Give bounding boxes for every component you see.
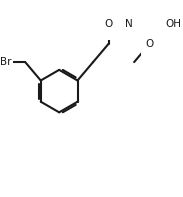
Text: OH: OH: [165, 19, 181, 29]
Text: N: N: [125, 19, 132, 29]
Text: O: O: [146, 39, 154, 49]
Text: O: O: [104, 19, 113, 29]
Text: Br: Br: [0, 57, 11, 67]
